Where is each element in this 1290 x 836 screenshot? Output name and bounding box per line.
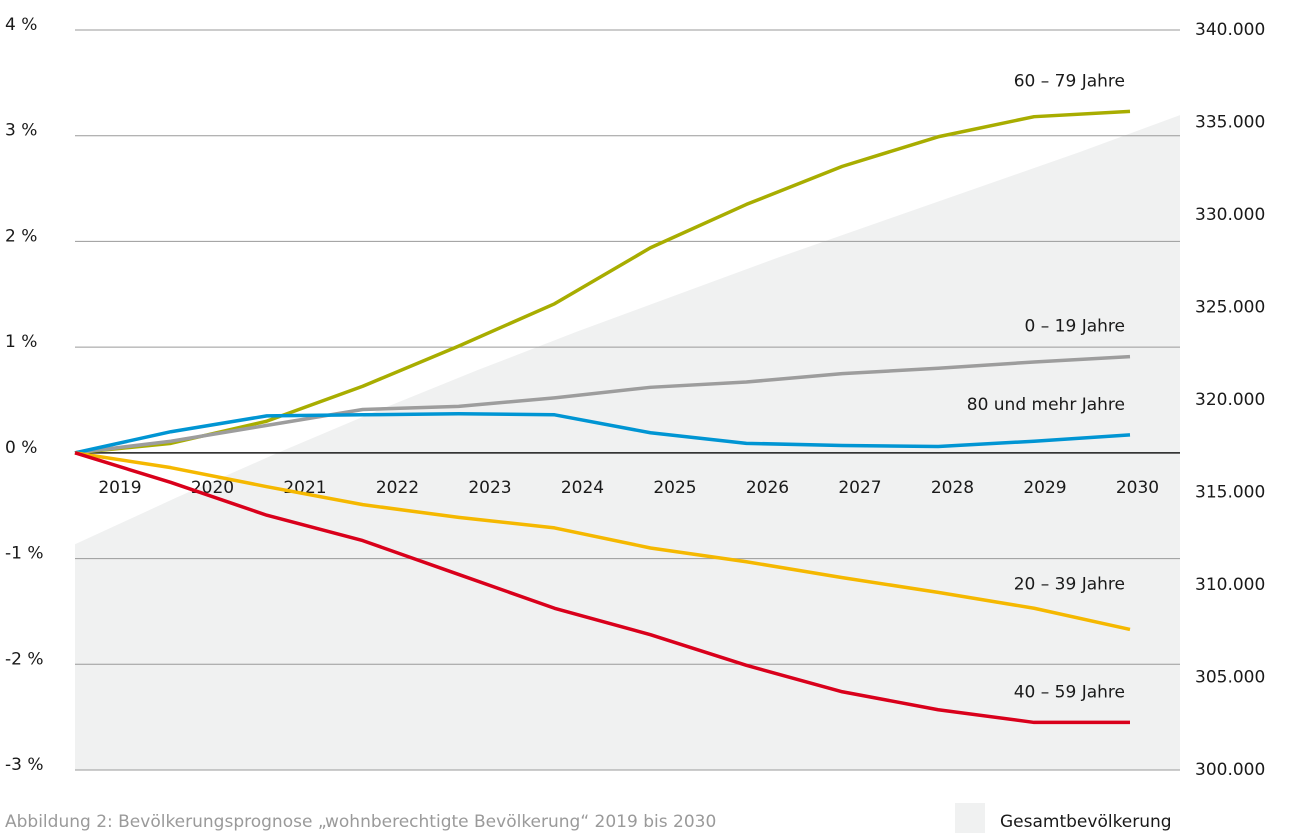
series-label: 60 – 79 Jahre (1014, 71, 1125, 91)
x-tick-label: 2028 (931, 478, 974, 498)
y-tick-label: -2 % (5, 649, 44, 669)
line (74, 451, 1131, 632)
y2-tick-label: 330.000 (1195, 205, 1265, 225)
legend-label: Gesamtbevölkerung (1000, 812, 1172, 832)
y-tick-label: 2 % (5, 226, 37, 246)
y2-tick-label: 300.000 (1195, 760, 1265, 780)
series-label: 40 – 59 Jahre (1014, 682, 1125, 702)
y2-tick-label: 320.000 (1195, 390, 1265, 410)
caption: Abbildung 2: Bevölkerungsprognose „wohnb… (5, 812, 716, 832)
x-tick-label: 2026 (746, 478, 789, 498)
line (74, 109, 1131, 455)
y2-tick-label: 340.000 (1195, 20, 1265, 40)
x-tick-label: 2019 (98, 478, 141, 498)
line (74, 354, 1131, 455)
x-tick-label: 2027 (838, 478, 881, 498)
y-tick-label: 1 % (5, 332, 37, 352)
x-tick-label: 2022 (376, 478, 419, 498)
x-tick-label: 2029 (1023, 478, 1066, 498)
y2-tick-label: 305.000 (1195, 668, 1265, 688)
x-tick-label: 2025 (653, 478, 696, 498)
line (74, 451, 1130, 725)
y2-tick-label: 325.000 (1195, 298, 1265, 318)
series-label: 0 – 19 Jahre (1025, 317, 1125, 337)
x-tick-label: 2024 (561, 478, 604, 498)
y-tick-label: 0 % (5, 438, 37, 458)
y-tick-label: 3 % (5, 121, 37, 141)
y-tick-label: 4 % (5, 15, 37, 35)
y-tick-label: -1 % (5, 544, 44, 564)
legend-swatch (955, 803, 985, 833)
y-tick-label: -3 % (5, 755, 44, 775)
area (75, 115, 1180, 771)
line (74, 411, 1131, 455)
x-tick-label: 2023 (468, 478, 511, 498)
y2-tick-label: 310.000 (1195, 575, 1265, 595)
y2-tick-label: 335.000 (1195, 113, 1265, 133)
y2-tick-label: 315.000 (1195, 483, 1265, 503)
series-label: 80 und mehr Jahre (967, 395, 1125, 415)
x-tick-label: 2030 (1116, 478, 1159, 498)
series-label: 20 – 39 Jahre (1014, 574, 1125, 594)
